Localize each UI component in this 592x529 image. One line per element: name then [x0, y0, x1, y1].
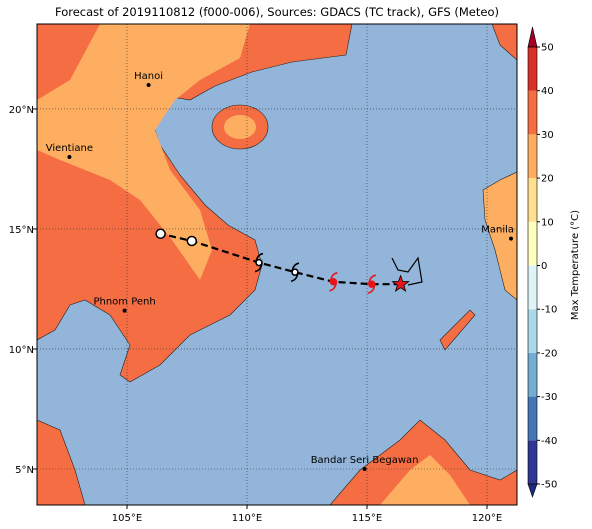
- malaysia: [37, 419, 86, 505]
- colorbar-segment: [528, 396, 537, 441]
- track-cyclone: [329, 271, 338, 292]
- cyclone-arm: [290, 262, 300, 282]
- hainan-high: [224, 115, 256, 139]
- city-dot: [67, 154, 72, 159]
- taiwan: [491, 24, 517, 61]
- track-cyclone: [254, 252, 264, 273]
- track-cyclone: [290, 262, 300, 282]
- colorbar-segment: [528, 352, 537, 397]
- lon-tick-label: 120°E: [472, 513, 502, 524]
- cyclone-arm: [329, 271, 338, 292]
- highland: [37, 24, 250, 280]
- colorbar-tick-label: -40: [541, 436, 557, 447]
- lat-tick-label: 20°N: [9, 105, 34, 116]
- colorbar-segment: [528, 90, 537, 135]
- track-circle: [186, 235, 198, 247]
- colorbar-segment: [528, 265, 537, 310]
- colorbar-segment: [528, 309, 537, 353]
- city-dot: [509, 236, 513, 241]
- overlay: Hanoi Vientiane Manila Phnom Penh Bandar Ser…: [37, 24, 517, 505]
- colorbar-tick-label: 50: [541, 43, 554, 54]
- colorbar-tick-label: 40: [541, 86, 554, 97]
- lon-tick-label: 110°E: [232, 513, 262, 524]
- colorbar-segment: [528, 178, 537, 222]
- colorbar-tick-label: 20: [541, 174, 554, 185]
- colorbar-label: Max Temperature (°C): [570, 210, 581, 320]
- colorbar-tick-label: 10: [541, 217, 554, 228]
- track-circle: [155, 228, 166, 240]
- borneo-high: [380, 455, 470, 505]
- city-dot: [122, 308, 127, 313]
- colorbar-under: [527, 483, 538, 498]
- lat-tick-label: 5°N: [15, 465, 34, 476]
- title: Forecast of 2019110812 (f000-006), Sourc…: [55, 5, 499, 19]
- colorbar-tick-label: -20: [541, 348, 557, 359]
- cone-outline: [391, 256, 423, 286]
- city-label: Hanoi: [134, 71, 163, 82]
- colorbar-tick-label: -50: [541, 480, 557, 491]
- track-cyclone: [367, 274, 376, 294]
- map: [37, 24, 517, 505]
- city-dot: [146, 82, 151, 87]
- colorbar-tick-label: -10: [541, 305, 557, 316]
- palawan: [439, 309, 476, 351]
- colorbar-over: [527, 26, 538, 48]
- luzon: [482, 171, 517, 301]
- lon-tick-label: 105°E: [112, 513, 142, 524]
- colorbar-segment: [528, 47, 537, 91]
- lon-tick-label: 115°E: [352, 513, 382, 524]
- lat-tick-label: 15°N: [9, 225, 34, 236]
- city-label: Vientiane: [46, 143, 93, 154]
- city-dot: [362, 466, 367, 471]
- city-label: Bandar Seri Begawan: [311, 455, 419, 466]
- colorbar-tick-label: 30: [541, 130, 554, 141]
- colorbar-segment: [528, 221, 537, 266]
- track-star: [391, 274, 410, 293]
- map-frame: [36, 23, 518, 506]
- colorbar-tick-label: -30: [541, 392, 557, 403]
- city-label: Phnom Penh: [93, 297, 155, 308]
- colorbar-segment: [528, 440, 537, 484]
- colorbar-tick-label: 0: [541, 261, 547, 272]
- cyclone-arm: [367, 274, 376, 294]
- lat-tick-label: 10°N: [9, 345, 34, 356]
- city-label: Manila: [481, 225, 514, 236]
- colorbar-segment: [528, 134, 537, 179]
- cyclone-arm: [254, 252, 264, 273]
